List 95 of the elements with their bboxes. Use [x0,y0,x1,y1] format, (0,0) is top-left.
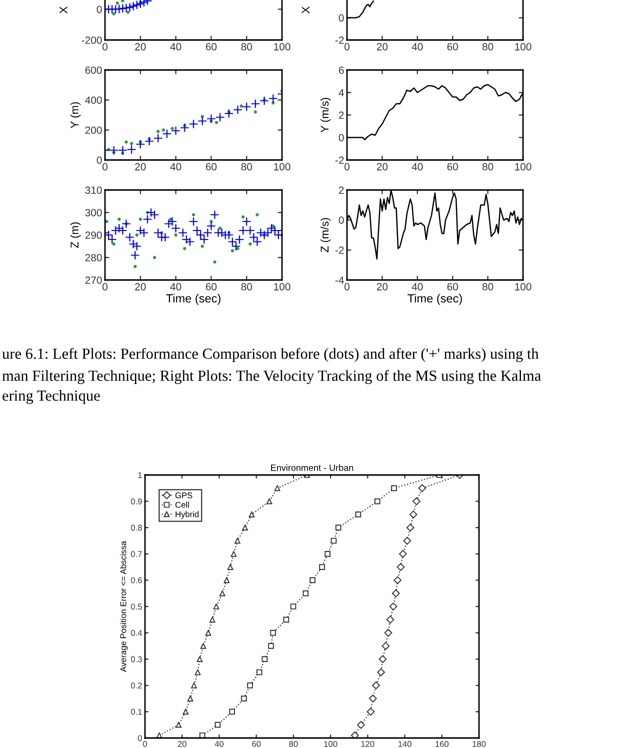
x-tick-label: 0 [102,163,108,170]
x-tick-label: 20 [135,43,146,50]
y-tick-label: -4 [335,276,344,284]
x-tick-label: 60 [447,163,458,170]
x-tick-label: 40 [170,163,182,170]
x-tick-label: 0 [344,163,350,170]
chart-title: Environment - Urban [271,464,354,471]
y-tick-label: 0.6 [130,577,142,584]
y-tick-label: 400 [85,96,102,104]
text: ering Technique [2,390,100,404]
y-tick-label: 200 [85,126,102,134]
y-tick-label: 270 [85,276,102,284]
y-tick-label: 0.1 [130,708,142,715]
x-tick-label: 80 [241,163,252,170]
y-axis-title: Y (m) [70,102,81,128]
y-tick-label: 0.7 [130,551,142,557]
x-tick-label: 40 [214,741,224,747]
legend-label: Cell [175,502,189,508]
y-tick-label: 0 [138,735,142,742]
y-axis-title: Z (m) [70,222,81,248]
text: ure 6.1: Left Plots: Performance Comparison before (dots) and after ('+' marks) using th [2,348,539,362]
y-tick-label: -200 [82,36,102,44]
x-tick-label: 40 [170,283,182,290]
x-tick-label: 80 [289,741,298,747]
y-axis-title: X [302,6,310,14]
x-tick-label: 20 [376,163,388,170]
x-axis-title: Time (sec) [408,294,462,305]
y-tick-label: 280 [85,254,102,262]
y-axis-title: Average Position Error <= Abscissa [120,541,128,672]
x-tick-label: 160 [436,741,449,747]
x-tick-label: 0 [143,741,147,747]
y-axis-title: X [60,6,68,14]
y-axis-title: Z (m/s) [320,218,331,252]
x-tick-label: 40 [412,283,423,290]
x-axis-title: Time (sec) [166,294,220,305]
y-tick-label: 600 [85,66,102,74]
x-tick-label: 180 [472,741,486,747]
y-tick-label: 0 [96,156,102,164]
y-tick-label: 0.2 [130,682,142,688]
y-tick-label: 0.5 [130,604,142,610]
y-axis-title: Y (m/s) [320,98,331,133]
x-tick-label: 20 [376,43,388,50]
text: man Filtering Technique; Right Plots: The Velocity Tracking of the MS using the Kalma [2,370,541,384]
x-tick-label: 80 [482,163,494,170]
x-tick-label: 40 [412,43,423,50]
y-tick-label: 4 [338,89,344,96]
y-tick-label: 0.3 [130,656,142,662]
x-tick-label: 100 [515,43,532,50]
x-tick-label: 100 [274,43,290,50]
x-tick-label: 40 [170,43,182,50]
y-tick-label: 1 [138,472,142,478]
x-tick-label: 20 [135,283,146,290]
x-tick-label: 80 [241,43,252,50]
x-tick-label: 100 [324,741,338,747]
y-tick-label: 0 [338,216,344,224]
y-tick-label: 6 [338,66,344,74]
y-tick-label: 0 [338,134,344,142]
y-tick-label: 0 [96,6,102,14]
y-tick-label: 290 [85,232,102,239]
x-tick-label: 140 [398,741,412,747]
x-tick-label: 100 [274,163,290,170]
y-tick-label: 2 [338,186,344,194]
x-tick-label: 0 [344,43,350,50]
x-tick-label: 100 [274,283,290,290]
x-tick-label: 60 [206,163,217,170]
x-tick-label: 80 [482,283,494,290]
y-tick-label: 310 [85,186,102,194]
x-tick-label: 120 [361,741,374,747]
legend-label: Hybrid [176,511,199,519]
y-tick-label: -2 [335,246,344,254]
x-tick-label: 100 [515,163,532,170]
y-tick-label: 2 [338,112,344,119]
x-tick-label: 20 [135,163,146,170]
y-tick-label: 0 [338,14,344,22]
x-tick-label: 60 [206,283,217,290]
x-tick-label: 60 [206,43,217,50]
x-tick-label: 20 [178,741,186,747]
x-tick-label: 40 [412,163,423,170]
y-tick-label: -2 [335,156,344,164]
y-tick-label: 0.9 [130,498,142,504]
x-tick-label: 60 [447,43,458,50]
x-tick-label: 0 [344,283,350,290]
y-tick-label: -2 [335,36,344,44]
x-tick-label: 80 [482,43,494,50]
y-tick-label: 300 [85,209,102,216]
x-tick-label: 0 [102,43,108,50]
x-tick-label: 60 [252,741,261,747]
x-tick-label: 0 [102,283,108,290]
legend-label: GPS [175,492,192,498]
x-tick-label: 20 [376,283,388,290]
x-tick-label: 60 [447,283,458,290]
x-tick-label: 80 [241,283,252,290]
x-tick-label: 100 [515,283,532,290]
y-tick-label: 0.8 [130,524,142,531]
y-tick-label: 0.4 [130,630,142,636]
